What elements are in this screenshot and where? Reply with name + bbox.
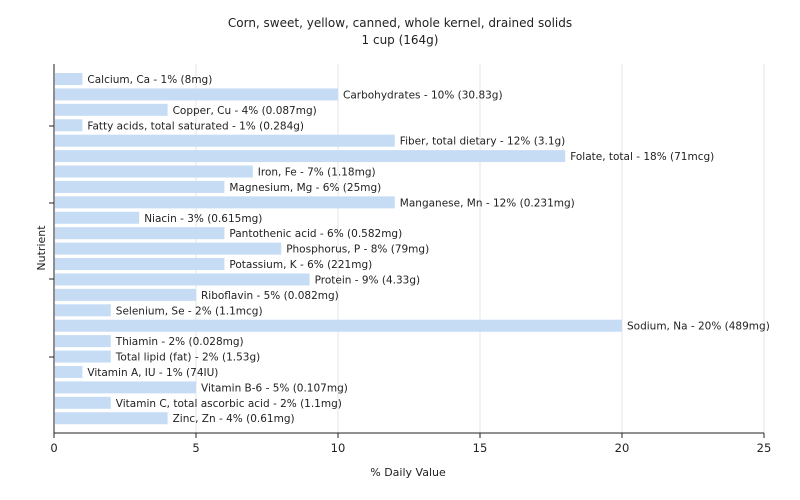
bar-label-3: Fatty acids, total saturated - 1% (0.284… [87,120,304,132]
bar-label-19: Vitamin A, IU - 1% (74IU) [87,367,218,379]
bar-label-10: Pantothenic acid - 6% (0.582mg) [229,228,402,240]
bar-17 [55,335,111,348]
x-tick-label-4: 20 [615,441,630,455]
bar-8 [55,196,395,209]
bar-label-4: Fiber, total dietary - 12% (3.1g) [400,136,565,148]
chart-title: Corn, sweet, yellow, canned, whole kerne… [228,16,572,30]
bar-4 [55,134,395,147]
x-tick-label-5: 25 [757,441,772,455]
bar-10 [55,227,225,240]
bar-1 [55,88,338,101]
bar-label-16: Sodium, Na - 20% (489mg) [627,321,770,333]
bar-label-1: Carbohydrates - 10% (30.83g) [343,89,503,101]
bar-22 [55,412,168,425]
bar-0 [55,73,83,85]
chart-subtitle: 1 cup (164g) [362,33,439,47]
bar-label-20: Vitamin B-6 - 5% (0.107mg) [201,382,348,394]
y-axis-title: Nutrient [35,225,48,271]
bar-label-0: Calcium, Ca - 1% (8mg) [87,74,212,86]
x-tick-label-0: 0 [50,441,57,455]
bar-13 [55,273,310,286]
bar-9 [55,211,140,224]
bar-label-14: Riboflavin - 5% (0.082mg) [201,290,339,302]
axes: 0 5 10 15 20 25 [49,64,771,455]
bar-2 [55,103,168,116]
bar-labels: Calcium, Ca - 1% (8mg) Carbohydrates - 10… [87,74,769,425]
bar-16 [55,319,622,332]
grid-lines [195,64,765,433]
bar-14 [55,288,196,301]
bar-label-13: Protein - 9% (4.33g) [315,274,421,286]
bar-label-17: Thiamin - 2% (0.028mg) [115,336,244,348]
bar-label-2: Copper, Cu - 4% (0.087mg) [173,105,317,117]
bar-19 [55,365,83,378]
bar-label-12: Potassium, K - 6% (221mg) [229,259,372,271]
bar-3 [55,119,83,132]
bar-label-15: Selenium, Se - 2% (1.1mcg) [116,305,263,317]
bar-label-7: Magnesium, Mg - 6% (25mg) [229,182,381,194]
bar-label-11: Phosphorus, P - 8% (79mg) [286,244,429,256]
bar-21 [55,396,111,409]
bar-6 [55,165,253,178]
bar-11 [55,242,282,255]
bar-18 [55,350,111,363]
x-tick-label-1: 5 [192,441,199,455]
bar-label-22: Zinc, Zn - 4% (0.61mg) [173,413,295,425]
bar-label-5: Folate, total - 18% (71mcg) [570,151,714,163]
x-axis-title: % Daily Value [370,466,446,479]
x-tick-label-3: 15 [473,441,488,455]
bar-label-9: Niacin - 3% (0.615mg) [144,213,262,225]
bar-20 [55,381,196,394]
bar-7 [55,180,225,193]
bar-label-21: Vitamin C, total ascorbic acid - 2% (1.1… [116,398,342,410]
bar-15 [55,304,111,317]
bar-5 [55,150,566,163]
x-tick-label-2: 10 [331,441,346,455]
bar-label-8: Manganese, Mn - 12% (0.231mg) [400,197,575,209]
bars [55,73,622,425]
bar-12 [55,258,225,271]
bar-label-6: Iron, Fe - 7% (1.18mg) [258,167,376,179]
bar-label-18: Total lipid (fat) - 2% (1.53g) [115,352,260,364]
